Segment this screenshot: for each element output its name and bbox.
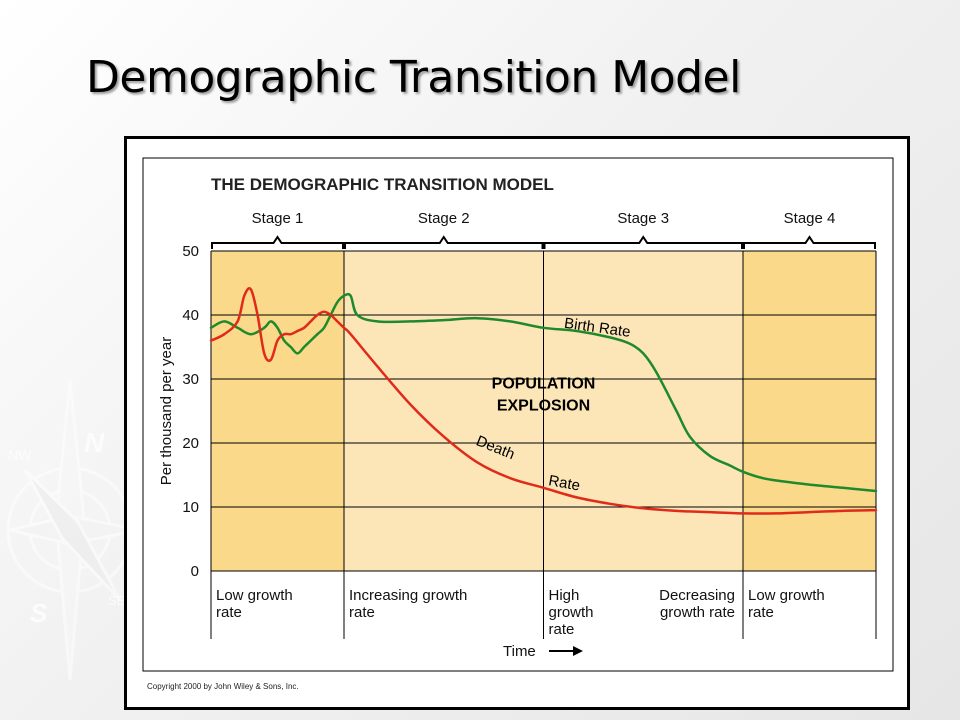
growth-rate-label: rate — [216, 604, 242, 621]
stage-label-3: Stage 3 — [617, 210, 669, 227]
compass-rose-icon: N NW S SE — [6, 379, 141, 681]
stage-band-3 — [543, 251, 743, 571]
svg-text:S: S — [30, 598, 48, 628]
series-line-death-rate — [209, 287, 878, 515]
annotation-label: Rate — [547, 472, 581, 494]
chart-title: THE DEMOGRAPHIC TRANSITION MODEL — [211, 175, 554, 194]
stage-band-4 — [743, 251, 876, 571]
stage-bracket-1 — [211, 235, 344, 249]
growth-rate-label: Increasing growth — [349, 587, 467, 604]
growth-rate-label: rate — [748, 604, 774, 621]
growth-rate-label: growth rate — [660, 604, 735, 621]
svg-text:SE: SE — [108, 593, 126, 608]
series-line-birth-rate — [209, 292, 878, 493]
stage-bracket-3 — [543, 235, 743, 249]
stage-label-1: Stage 1 — [252, 210, 304, 227]
svg-text:NW: NW — [8, 447, 32, 463]
y-tick-label: 30 — [182, 371, 199, 388]
growth-rate-label: rate — [549, 621, 575, 638]
time-arrow — [549, 646, 583, 656]
y-tick-label: 0 — [191, 563, 199, 580]
growth-rate-label: rate — [349, 604, 375, 621]
demographic-chart: THE DEMOGRAPHIC TRANSITION MODEL Stage 1… — [142, 157, 894, 691]
stage-band-1 — [211, 251, 344, 571]
stage-band-2 — [344, 251, 544, 571]
growth-rate-label: High — [549, 587, 580, 604]
stage-label-2: Stage 2 — [418, 210, 470, 227]
slide-title: Demographic Transition Model — [86, 52, 741, 103]
y-tick-label: 50 — [182, 243, 199, 260]
y-tick-label: 10 — [182, 499, 199, 516]
y-tick-label: 20 — [182, 435, 199, 452]
x-axis-label: Time — [503, 643, 536, 660]
y-axis-label: Per thousand per year — [158, 337, 175, 485]
growth-rate-label: growth — [549, 604, 594, 621]
svg-text:N: N — [84, 427, 105, 458]
chart-figure: THE DEMOGRAPHIC TRANSITION MODEL Stage 1… — [124, 136, 910, 710]
annotation-population-explosion: POPULATION — [492, 376, 596, 393]
stage-bracket-2 — [344, 235, 544, 249]
stage-label-4: Stage 4 — [784, 210, 836, 227]
copyright-note: Copyright 2000 by John Wiley & Sons, Inc… — [147, 682, 299, 691]
y-tick-label: 40 — [182, 307, 199, 324]
annotation-population-explosion: EXPLOSION — [497, 398, 590, 415]
growth-rate-label: Low growth — [216, 587, 293, 604]
growth-rate-label: Decreasing — [659, 587, 735, 604]
stage-bracket-4 — [743, 235, 876, 249]
growth-rate-label: Low growth — [748, 587, 825, 604]
